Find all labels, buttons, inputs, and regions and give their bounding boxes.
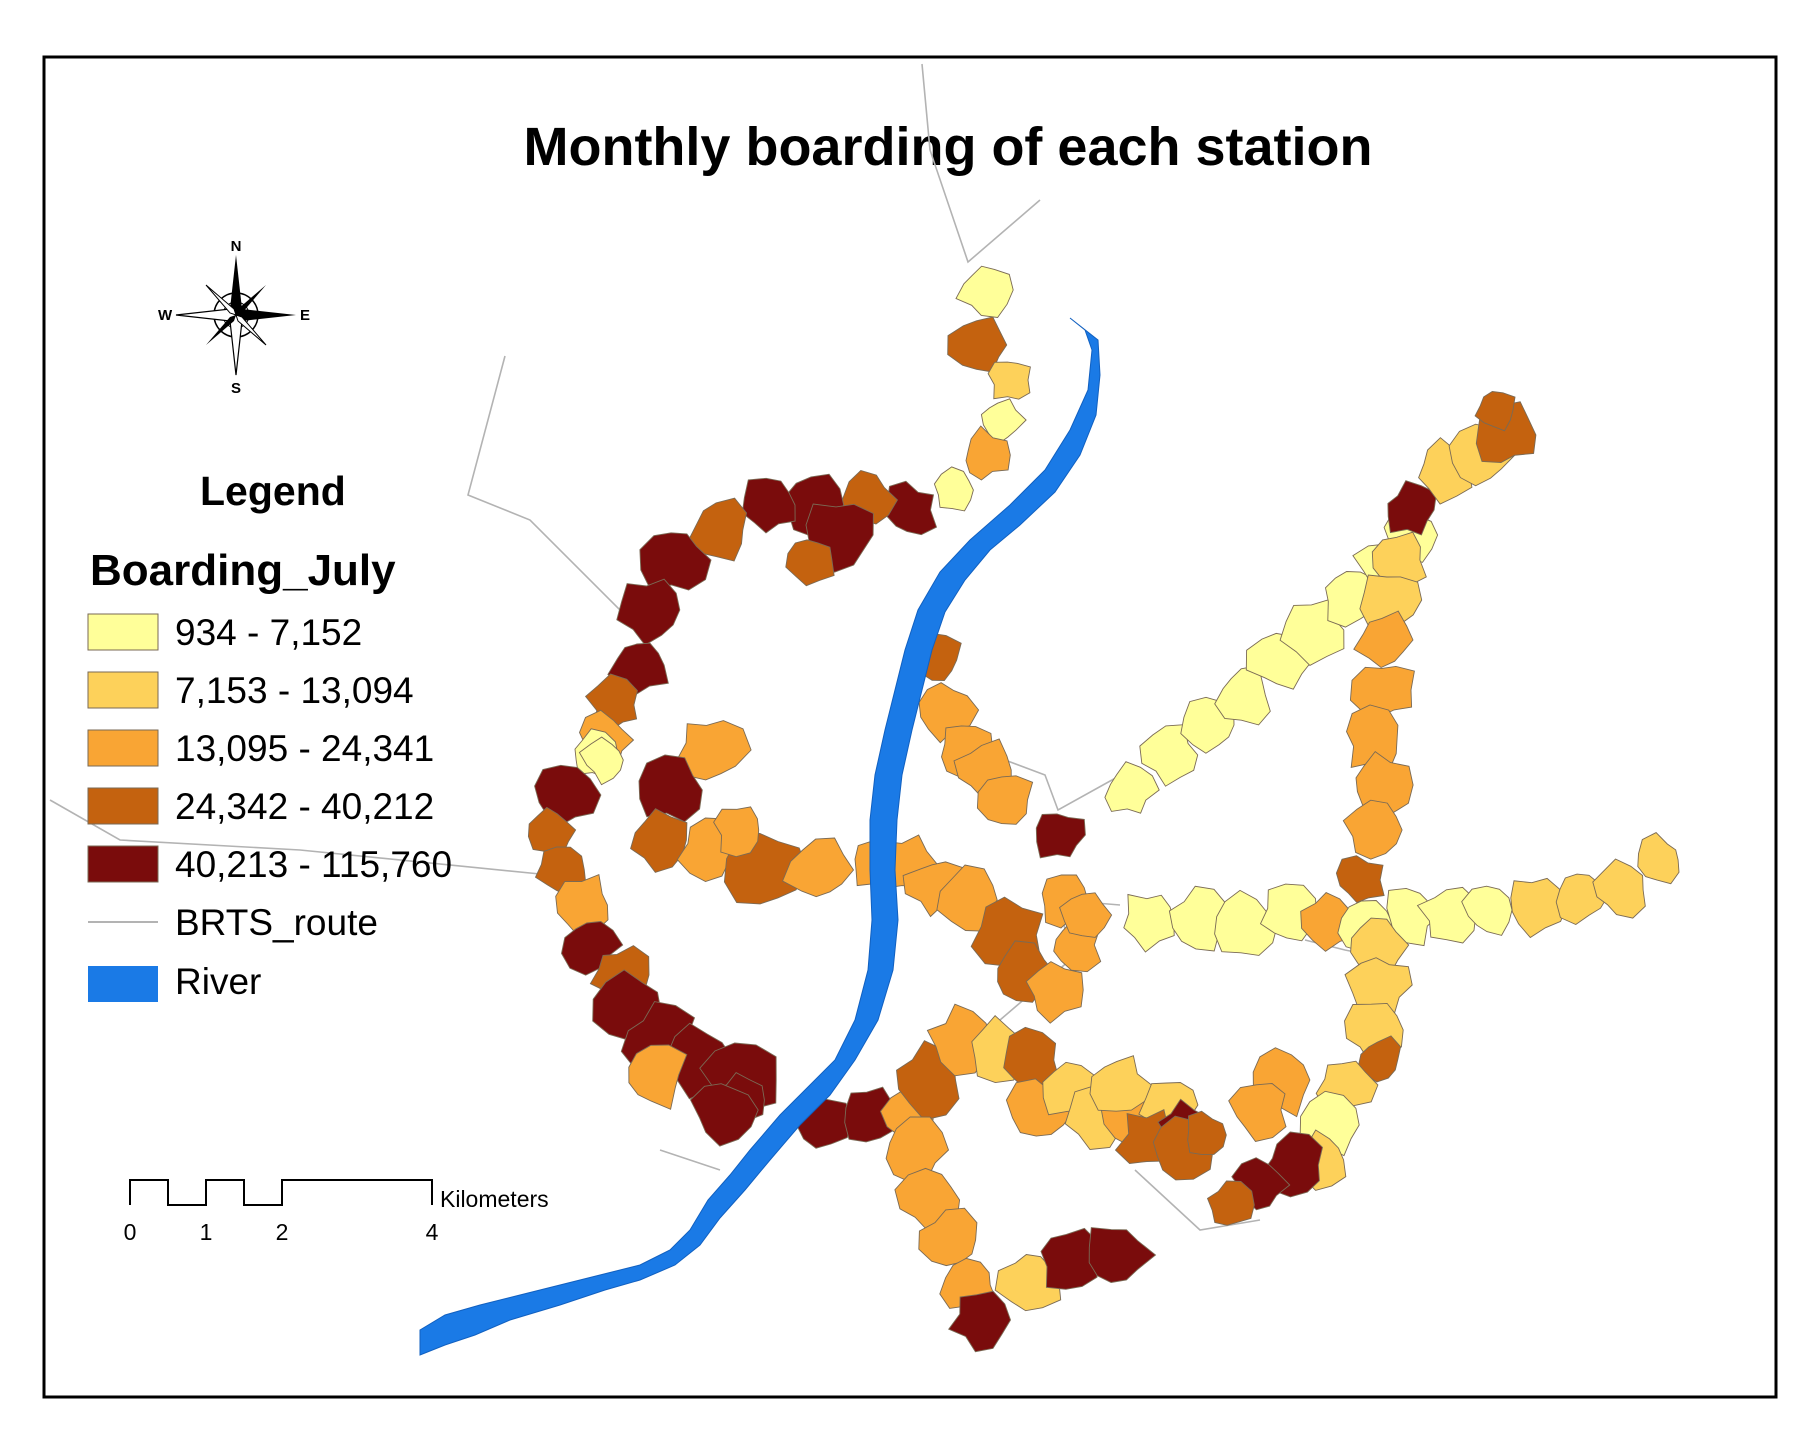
- north-arrow-icon: N S E W: [158, 238, 310, 397]
- station-zone: [1214, 889, 1278, 956]
- station-zone: [1025, 961, 1084, 1024]
- station-zone: [1342, 799, 1403, 860]
- station-zone: [844, 1086, 902, 1143]
- station-zone: [1187, 1110, 1227, 1156]
- legend-field-name: Boarding_July: [90, 546, 396, 595]
- station-zone: [1357, 1035, 1402, 1083]
- scale-tick-2: 2: [276, 1219, 289, 1245]
- station-zone: [976, 775, 1034, 825]
- station-zone: [782, 837, 855, 898]
- scale-tick-0: 0: [124, 1219, 137, 1245]
- station-zone: [676, 720, 752, 781]
- river: [419, 317, 1101, 1356]
- scale-unit-label: Kilometers: [440, 1186, 549, 1212]
- station-zone: [1040, 1227, 1099, 1290]
- station-zone: [965, 425, 1011, 481]
- west-label: W: [158, 307, 173, 324]
- legend-label-2: 7,153 - 13,094: [175, 670, 414, 711]
- station-zone: [987, 361, 1031, 400]
- station-zone: [1416, 886, 1477, 944]
- station-zone: [1206, 1180, 1255, 1226]
- legend-heading: Legend: [200, 468, 346, 514]
- east-label: E: [300, 307, 310, 324]
- station-zone: [1228, 1083, 1287, 1143]
- station-zone: [1335, 855, 1385, 904]
- station-zone: [980, 398, 1027, 446]
- scale-bar: Kilometers 0 1 2 4: [124, 1179, 549, 1245]
- legend-swatch-1: [87, 613, 159, 651]
- station-zone: [1461, 885, 1513, 936]
- station-zone: [994, 1254, 1062, 1312]
- station-zone: [1059, 892, 1113, 938]
- legend-swatch-2: [87, 671, 159, 709]
- station-zone: [933, 466, 974, 512]
- station-zone: [948, 1290, 1011, 1353]
- legend: Legend Boarding_July 934 - 7,152 7,153 -…: [87, 468, 452, 1002]
- scale-tick-4: 4: [426, 1219, 439, 1245]
- station-zone: [955, 265, 1014, 318]
- legend-label-route: BRTS_route: [175, 902, 378, 943]
- station-zone: [1474, 391, 1516, 432]
- legend-label-5: 40,213 - 115,760: [175, 844, 452, 885]
- station-zone: [1344, 957, 1413, 1016]
- legend-swatch-4: [87, 787, 159, 825]
- station-zone: [1510, 877, 1568, 939]
- station-zone: [1349, 665, 1415, 717]
- legend-label-river: River: [175, 961, 261, 1002]
- station-zone: [1353, 610, 1414, 669]
- station-zone: [638, 754, 703, 823]
- legend-label-4: 24,342 - 40,212: [175, 786, 434, 827]
- station-zone: [1089, 1055, 1153, 1112]
- legend-label-1: 934 - 7,152: [175, 612, 362, 653]
- station-zone: [1088, 1227, 1157, 1283]
- station-zone: [1592, 858, 1646, 919]
- map-title: Monthly boarding of each station: [524, 117, 1373, 177]
- legend-swatch-5: [87, 845, 159, 883]
- station-zone: [1104, 761, 1160, 814]
- station-zone: [616, 578, 681, 646]
- station-zone: [639, 532, 712, 591]
- station-zone: [785, 539, 835, 587]
- station-zone: [628, 1044, 688, 1110]
- station-zone: [713, 806, 760, 858]
- north-label: N: [231, 238, 242, 255]
- station-zone: [689, 1083, 759, 1147]
- legend-swatch-3: [87, 729, 159, 767]
- station-zone: [578, 736, 624, 786]
- legend-river-swatch: [88, 966, 158, 1002]
- station-zone: [688, 497, 747, 562]
- station-zone: [741, 477, 796, 534]
- south-label: S: [231, 380, 241, 397]
- legend-label-3: 13,095 - 24,341: [175, 728, 434, 769]
- scale-tick-1: 1: [200, 1219, 213, 1245]
- station-zone: [1123, 893, 1175, 953]
- station-zone: [630, 808, 688, 873]
- station-zone: [1637, 832, 1680, 885]
- station-zone: [1035, 813, 1086, 859]
- station-zone: [1387, 480, 1437, 536]
